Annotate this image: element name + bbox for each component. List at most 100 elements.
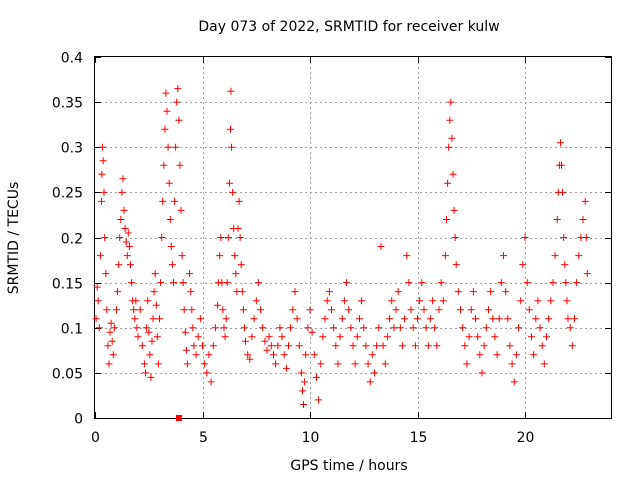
- y-tick-label: 0.35: [52, 96, 83, 112]
- data-point: [263, 346, 271, 354]
- data-point: [517, 297, 525, 305]
- chart-title: Day 073 of 2022, SRMTID for receiver kul…: [198, 19, 499, 35]
- data-point: [549, 279, 557, 287]
- data-point: [120, 206, 128, 214]
- data-point: [476, 351, 484, 359]
- data-point: [407, 306, 415, 314]
- data-point: [196, 315, 204, 323]
- data-point: [138, 342, 146, 350]
- data-point: [289, 306, 297, 314]
- data-point: [581, 197, 589, 205]
- data-point: [252, 297, 260, 305]
- data-point: [220, 324, 228, 332]
- data-point: [459, 324, 467, 332]
- data-point: [381, 360, 389, 368]
- data-point: [100, 188, 108, 196]
- data-point: [285, 342, 292, 350]
- data-point: [332, 342, 340, 350]
- data-point: [530, 351, 538, 359]
- data-point: [351, 360, 359, 368]
- data-point: [153, 333, 161, 341]
- data-point: [536, 324, 544, 332]
- data-point: [222, 315, 230, 323]
- data-point: [429, 297, 437, 305]
- data-point: [302, 351, 310, 359]
- data-point: [154, 360, 162, 368]
- data-point: [276, 324, 284, 332]
- data-point: [557, 139, 564, 147]
- data-point: [156, 315, 163, 323]
- data-point: [287, 324, 295, 332]
- data-point: [512, 351, 520, 359]
- data-point: [205, 351, 213, 359]
- data-point: [92, 315, 100, 323]
- data-point: [203, 369, 211, 377]
- data-point: [300, 401, 307, 408]
- data-point: [211, 324, 219, 332]
- data-point: [140, 360, 148, 368]
- data-point: [124, 229, 132, 237]
- data-point: [128, 279, 136, 287]
- data-point: [166, 216, 174, 223]
- data-point: [489, 315, 497, 323]
- data-point: [278, 333, 286, 341]
- x-tick-label: 5: [199, 430, 208, 446]
- data-point: [347, 324, 355, 332]
- data-point: [366, 378, 374, 386]
- data-point: [119, 175, 127, 183]
- data-point: [383, 333, 391, 341]
- data-point: [521, 234, 529, 241]
- data-point: [418, 279, 426, 287]
- data-point: [150, 288, 158, 296]
- data-point: [246, 355, 254, 363]
- data-point: [152, 301, 160, 309]
- data-point: [485, 306, 492, 314]
- data-point: [319, 333, 327, 341]
- axis-ticks: 0 5 10 15 20 0 0.05 0.1 0.15 0.2 0.25 0.3 0.35 0.4: [52, 51, 611, 446]
- data-point: [301, 378, 309, 386]
- data-point: [420, 306, 428, 314]
- data-point: [240, 324, 248, 332]
- data-point: [227, 125, 234, 133]
- data-point: [125, 243, 133, 250]
- data-point: [409, 324, 417, 332]
- data-point: [106, 328, 114, 336]
- data-point: [104, 342, 112, 350]
- data-point: [189, 324, 197, 332]
- y-tick-label: 0: [74, 412, 83, 428]
- data-point: [164, 143, 172, 151]
- data-point: [379, 342, 387, 350]
- data-point: [449, 170, 457, 178]
- data-point: [146, 351, 154, 359]
- data-point: [563, 297, 571, 305]
- data-point: [377, 243, 385, 250]
- data-point: [560, 234, 568, 241]
- data-point: [148, 337, 156, 345]
- data-point: [394, 288, 402, 296]
- data-point: [99, 157, 107, 165]
- data-point: [360, 324, 368, 332]
- data-point: [424, 342, 432, 350]
- data-point: [450, 206, 458, 214]
- data-point: [102, 270, 110, 278]
- data-point: [134, 333, 142, 341]
- data-point: [96, 252, 104, 260]
- data-point: [238, 288, 246, 296]
- data-point: [472, 315, 479, 323]
- x-tick-label: 20: [517, 430, 535, 446]
- data-point: [142, 369, 149, 377]
- data-point: [317, 360, 325, 368]
- data-point: [217, 234, 225, 241]
- data-point: [582, 234, 590, 241]
- data-point: [180, 306, 188, 314]
- y-tick-label: 0.25: [52, 186, 83, 202]
- data-point: [356, 315, 363, 323]
- data-point: [113, 306, 120, 314]
- data-point: [224, 234, 232, 241]
- data-point: [192, 351, 200, 359]
- data-point: [219, 306, 227, 314]
- data-point: [177, 206, 185, 214]
- data-point: [116, 234, 124, 241]
- data-point: [551, 252, 559, 260]
- data-point: [510, 378, 518, 386]
